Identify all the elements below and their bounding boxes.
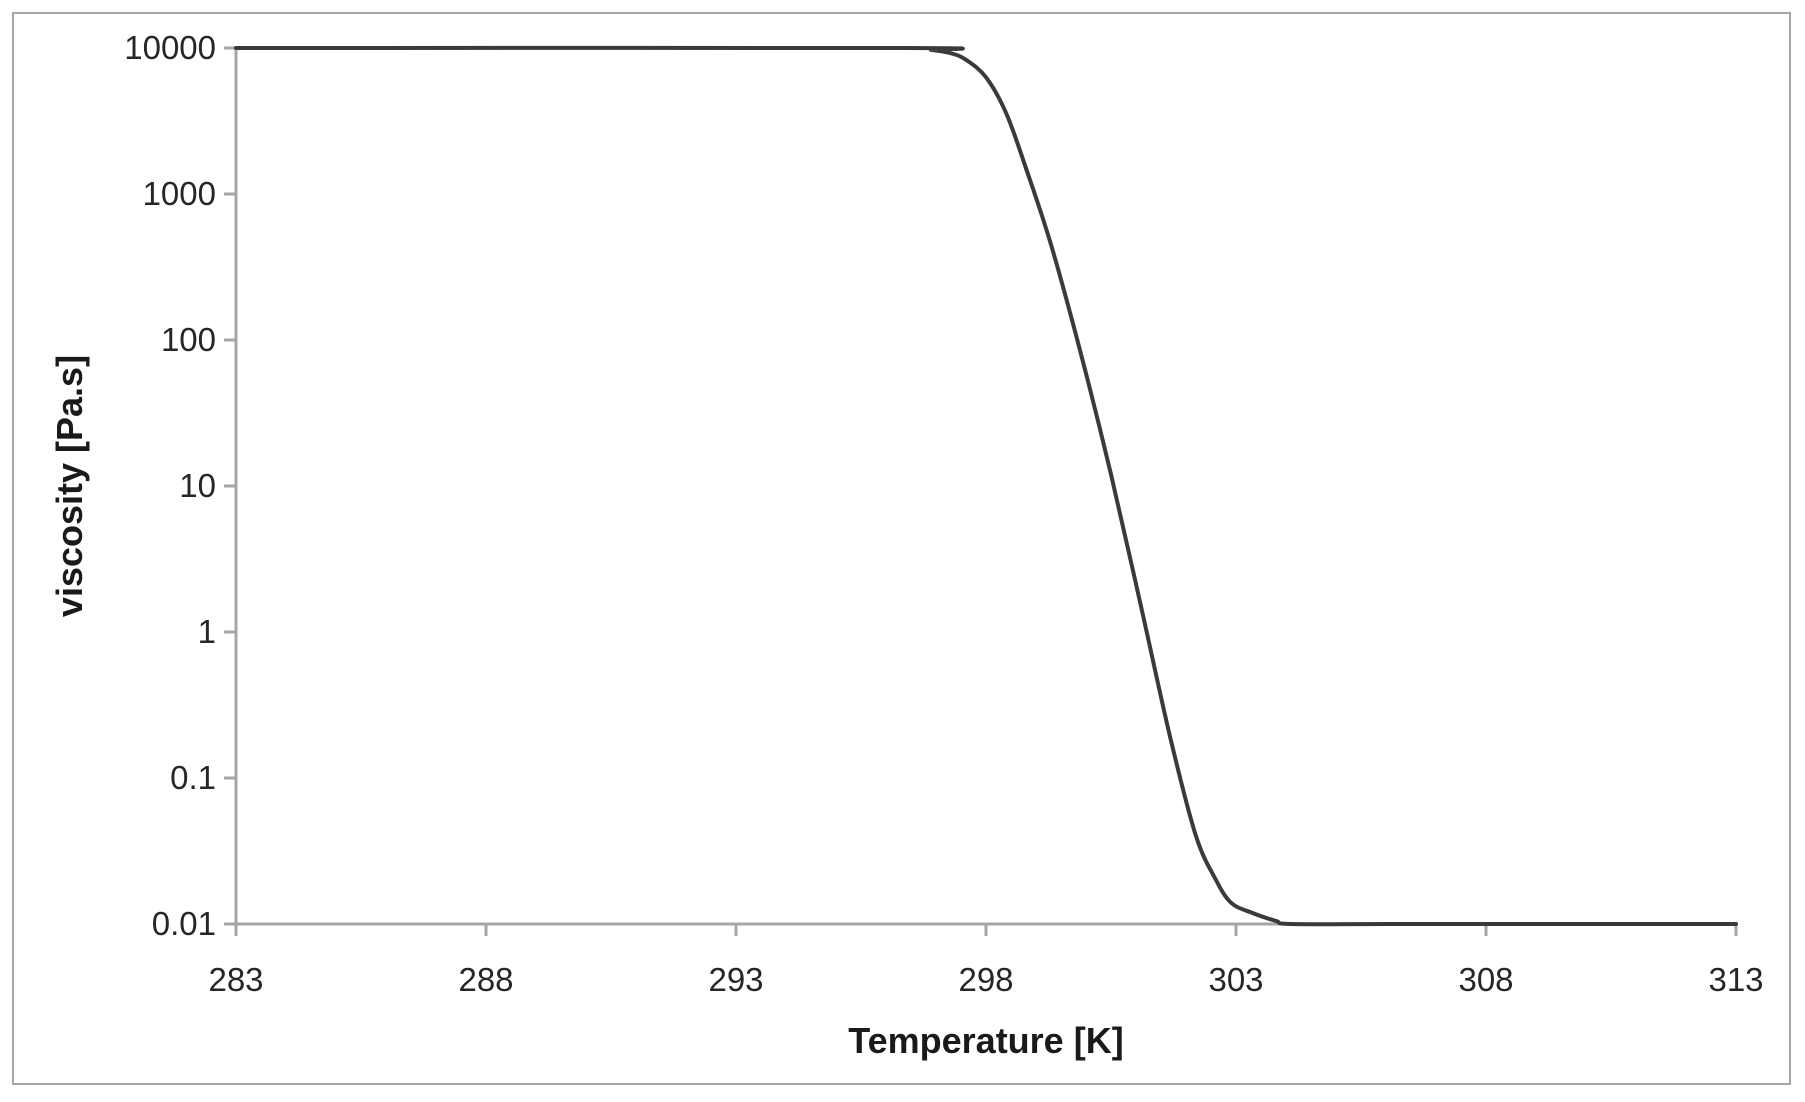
viscosity-series-line [234, 45, 1738, 927]
y-ticks: 10000 1000 100 10 1 0.1 0.01 [124, 29, 236, 942]
y-tick-label: 1 [198, 613, 216, 650]
x-tick-label: 288 [458, 961, 513, 998]
x-tick-label: 313 [1708, 961, 1763, 998]
x-tick-label: 303 [1208, 961, 1263, 998]
y-tick-label: 1000 [143, 175, 216, 212]
x-tick-label: 283 [208, 961, 263, 998]
y-tick-label: 100 [161, 321, 216, 358]
x-ticks: 283 288 293 298 303 308 313 [208, 924, 1764, 998]
x-tick-label: 308 [1458, 961, 1513, 998]
y-tick-label: 10000 [124, 29, 216, 66]
y-tick-label: 10 [179, 467, 216, 504]
axes [234, 48, 1736, 926]
x-axis-title: Temperature [K] [848, 1020, 1123, 1061]
x-tick-label: 293 [708, 961, 763, 998]
y-tick-label: 0.01 [152, 905, 216, 942]
x-tick-label: 298 [958, 961, 1013, 998]
y-axis-title: viscosity [Pa.s] [49, 355, 90, 617]
y-tick-label: 0.1 [170, 759, 216, 796]
chart-frame [12, 12, 1791, 1085]
